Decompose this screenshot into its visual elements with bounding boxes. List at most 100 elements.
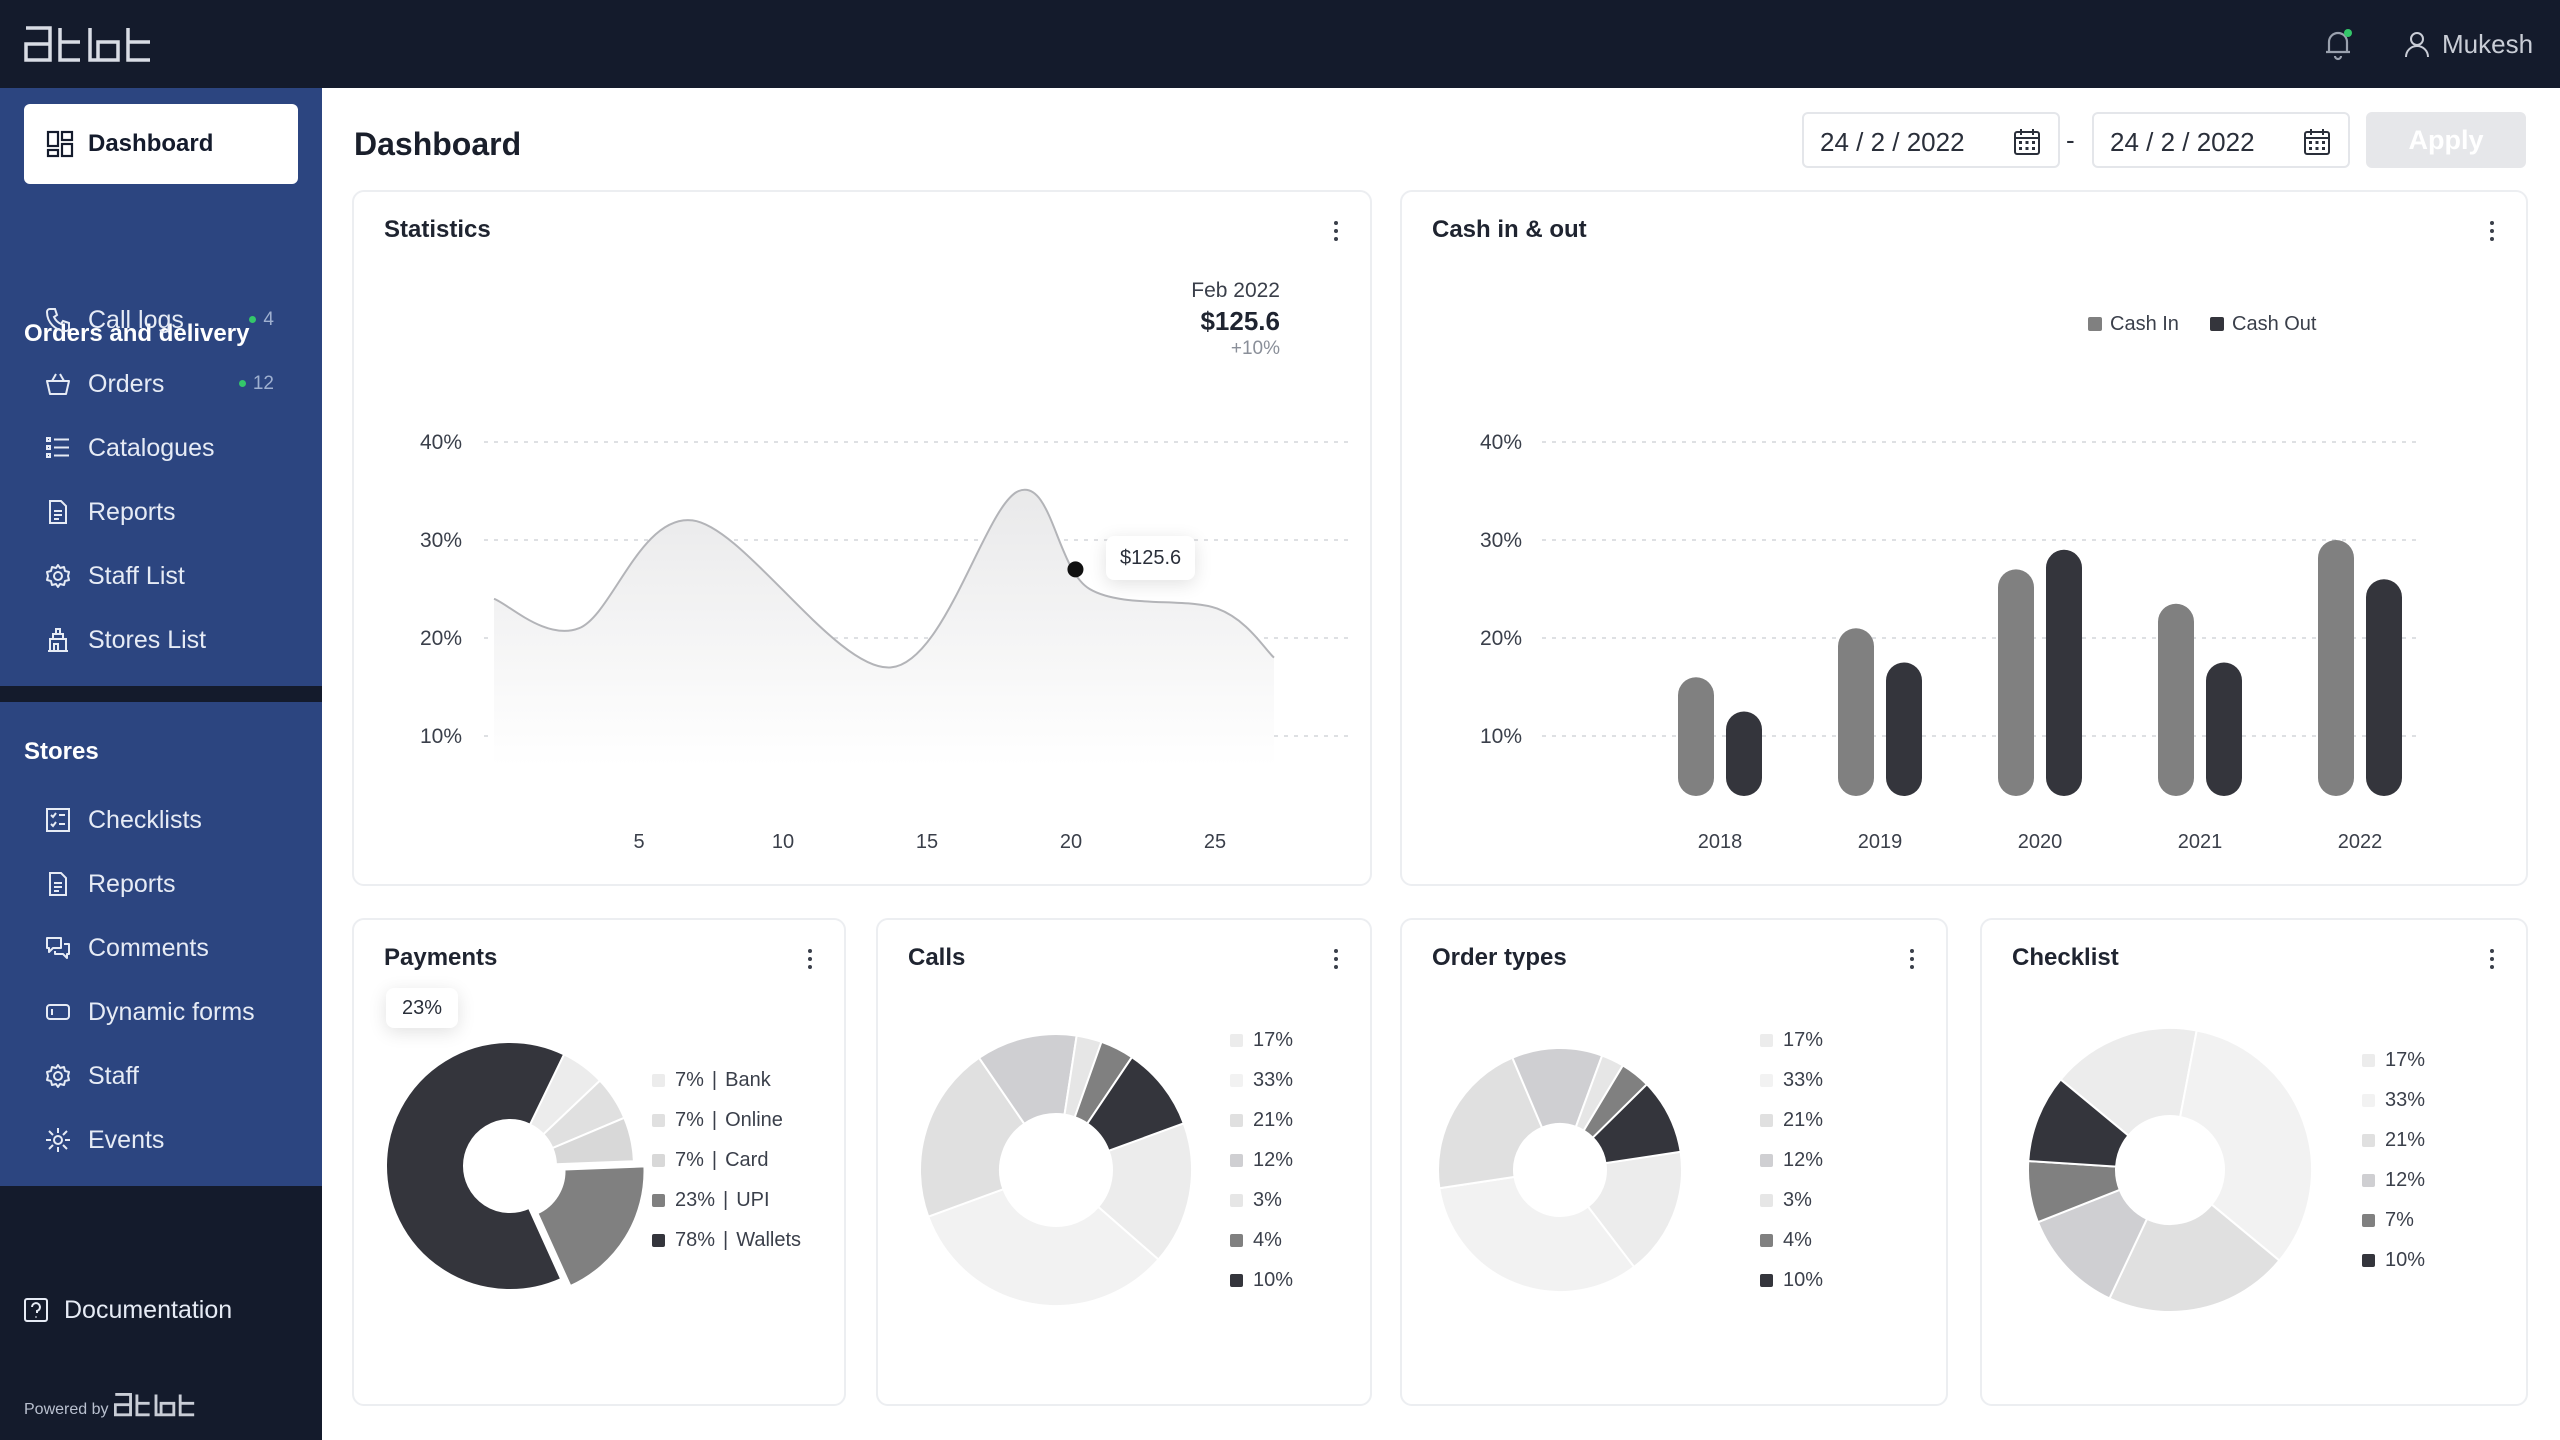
legend-swatch: [2362, 1054, 2375, 1067]
sidebar-section-orders: Orders and delivery: [0, 200, 322, 686]
user-name[interactable]: Mukesh: [2442, 29, 2534, 59]
legend-item: 17%: [2362, 1048, 2425, 1072]
y-tick-label: 10%: [1480, 725, 1522, 748]
x-tick-label: 15: [916, 831, 938, 853]
sidebar-item-orders[interactable]: Orders 12: [0, 356, 322, 412]
bar-cash-out: [2046, 549, 2082, 796]
sidebar-item-label: Orders: [88, 370, 165, 398]
more-options-icon[interactable]: [2480, 946, 2504, 972]
pie-slice: [926, 1187, 1160, 1307]
y-tick-label: 30%: [1480, 529, 1522, 552]
legend-value: 78%: [675, 1229, 716, 1251]
legend-label: Cash Out: [2232, 313, 2317, 335]
sidebar-item-label: Staff List: [88, 562, 185, 590]
y-tick-label: 10%: [420, 725, 462, 748]
sidebar-item-catalogues[interactable]: Catalogues: [0, 420, 322, 476]
y-tick-label: 40%: [1480, 431, 1522, 454]
legend-value: 33%: [1783, 1069, 1824, 1091]
sidebar-item-reports[interactable]: Reports: [0, 484, 322, 540]
cash-bar-chart: 40% 30% 20% 10% 2018 2019 2020 2021 2022 Cash In C…: [1480, 313, 2422, 853]
sidebar-item-events[interactable]: Events: [0, 1112, 322, 1168]
pie-slice: [2059, 1027, 2198, 1137]
sidebar-item-stores-list[interactable]: Stores List: [0, 612, 322, 668]
legend-item: 10%: [1760, 1268, 1823, 1292]
calendar-icon[interactable]: [2302, 127, 2332, 157]
legend-swatch: [2362, 1214, 2375, 1227]
pie-slice: [2178, 1029, 2313, 1262]
more-options-icon[interactable]: [1900, 946, 1924, 972]
help-icon: [24, 1298, 48, 1322]
legend-swatch: [2362, 1174, 2375, 1187]
more-options-icon[interactable]: [2480, 218, 2504, 244]
sidebar-divider: [0, 686, 322, 702]
more-options-icon[interactable]: [1324, 218, 1348, 244]
pie-slice: [551, 1116, 635, 1166]
brand-logo[interactable]: [24, 22, 156, 64]
apply-button[interactable]: Apply: [2366, 112, 2526, 168]
sidebar-item-label: Dashboard: [88, 130, 214, 157]
y-tick-label: 20%: [1480, 627, 1522, 650]
legend-value: 4%: [1783, 1229, 1812, 1251]
sidebar-item-staff-list[interactable]: Staff List: [0, 548, 322, 604]
sidebar-section-title: Stores: [24, 738, 99, 765]
user-icon[interactable]: [2402, 29, 2432, 59]
more-options-icon[interactable]: [1324, 946, 1348, 972]
card-title: Statistics: [384, 216, 491, 243]
date-from-field[interactable]: 24 / 2 / 2022: [1802, 112, 2060, 168]
legend-item: 17%: [1760, 1028, 1823, 1052]
card-title: Cash in & out: [1432, 216, 1587, 243]
count-badge: 4: [249, 308, 274, 332]
sidebar-item-label: Reports: [88, 498, 176, 526]
highlight-point: [1067, 561, 1084, 578]
bar-cash-in: [2158, 603, 2194, 796]
legend-swatch: [2362, 1254, 2375, 1267]
legend-swatch: [2362, 1094, 2375, 1107]
sidebar-item-staff[interactable]: Staff: [0, 1048, 322, 1104]
sidebar-item-store-reports[interactable]: Reports: [0, 856, 322, 912]
legend-swatch: [652, 1154, 665, 1167]
legend-label: Card: [725, 1149, 769, 1171]
phone-icon: [45, 308, 70, 333]
legend-value: 21%: [1783, 1109, 1824, 1131]
statistics-summary: Feb 2022 $125.6 +10%: [1191, 278, 1280, 360]
pie-slice: [1096, 1122, 1193, 1261]
pie-slice: [385, 1041, 566, 1291]
bar-cash-in: [1998, 569, 2034, 796]
legend-value: 33%: [2385, 1089, 2426, 1111]
sidebar-item-label: Comments: [88, 934, 209, 962]
bar-cash-out: [2366, 579, 2402, 796]
legend-item: 7% | Card: [652, 1148, 768, 1172]
legend-item: 12%: [1230, 1148, 1293, 1172]
gear-icon: [46, 1064, 70, 1088]
pie-slice: [1591, 1082, 1682, 1165]
list-icon: [46, 437, 69, 458]
sidebar-item-call-logs[interactable]: Call logs 4: [0, 292, 322, 348]
legend-value: 7%: [675, 1069, 704, 1091]
date-to-field[interactable]: 24 / 2 / 2022: [2092, 112, 2350, 168]
legend-value: 12%: [1783, 1149, 1824, 1171]
pie-slice: [2027, 1078, 2130, 1168]
legend-swatch: [652, 1074, 665, 1087]
legend-item: 4%: [1230, 1228, 1282, 1252]
more-options-icon[interactable]: [798, 946, 822, 972]
brand-logo-small: [114, 1393, 195, 1417]
sidebar-item-comments[interactable]: Comments: [0, 920, 322, 976]
sidebar-item-dynamic-forms[interactable]: Dynamic forms: [0, 984, 322, 1040]
dashboard-icon: [46, 130, 74, 158]
sidebar-item-label: Checklists: [88, 806, 202, 834]
sidebar-item-dashboard[interactable]: Dashboard: [24, 104, 298, 184]
basket-icon: [46, 373, 70, 395]
count-badge: 12: [238, 372, 274, 396]
calendar-icon[interactable]: [2012, 127, 2042, 157]
sidebar-item-checklists[interactable]: Checklists: [0, 792, 322, 848]
x-tick-label: 2019: [1858, 831, 1903, 853]
payments-pie-chart: [385, 1041, 646, 1291]
area-fill: [494, 489, 1274, 766]
legend-value: 7%: [2385, 1209, 2414, 1231]
sidebar-item-label: Catalogues: [88, 434, 215, 462]
sidebar-item-documentation[interactable]: Documentation: [0, 1282, 322, 1338]
bell-icon[interactable]: [2320, 26, 2356, 62]
legend-swatch: [2210, 317, 2224, 331]
legend-swatch: [1760, 1234, 1773, 1247]
legend-value: 12%: [1253, 1149, 1294, 1171]
